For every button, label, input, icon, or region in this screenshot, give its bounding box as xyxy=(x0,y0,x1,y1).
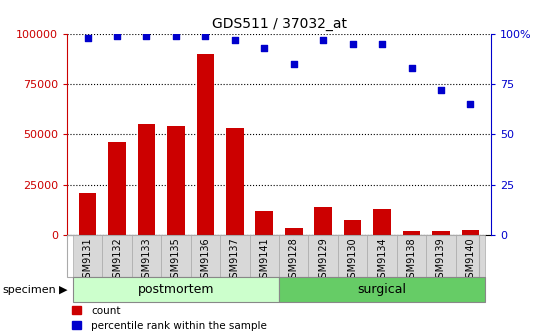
Text: GSM9139: GSM9139 xyxy=(436,237,446,284)
FancyBboxPatch shape xyxy=(426,235,456,277)
Bar xyxy=(226,128,244,235)
Text: GSM9141: GSM9141 xyxy=(259,237,270,284)
Title: GDS511 / 37032_at: GDS511 / 37032_at xyxy=(211,17,347,31)
Point xyxy=(378,41,387,46)
Text: GSM9130: GSM9130 xyxy=(348,237,358,284)
Bar xyxy=(256,211,273,235)
Text: GSM9128: GSM9128 xyxy=(288,237,299,284)
Point xyxy=(348,41,357,46)
FancyBboxPatch shape xyxy=(279,277,485,302)
Bar xyxy=(344,220,362,235)
FancyBboxPatch shape xyxy=(397,235,426,277)
FancyBboxPatch shape xyxy=(191,235,220,277)
Point xyxy=(201,33,210,38)
Text: GSM9140: GSM9140 xyxy=(465,237,475,284)
FancyBboxPatch shape xyxy=(279,235,309,277)
FancyBboxPatch shape xyxy=(220,235,249,277)
Text: GSM9129: GSM9129 xyxy=(318,237,328,284)
Legend: count, percentile rank within the sample: count, percentile rank within the sample xyxy=(72,305,267,331)
Text: GSM9137: GSM9137 xyxy=(230,237,240,284)
FancyBboxPatch shape xyxy=(132,235,161,277)
Text: GSM9134: GSM9134 xyxy=(377,237,387,284)
Point xyxy=(466,101,475,107)
Bar xyxy=(79,193,97,235)
Text: GSM9132: GSM9132 xyxy=(112,237,122,284)
Point xyxy=(113,33,122,38)
Point xyxy=(436,87,445,93)
Text: GSM9133: GSM9133 xyxy=(142,237,151,284)
FancyBboxPatch shape xyxy=(161,235,191,277)
Text: GSM9131: GSM9131 xyxy=(83,237,93,284)
FancyBboxPatch shape xyxy=(338,235,367,277)
Text: GSM9135: GSM9135 xyxy=(171,237,181,284)
Bar xyxy=(285,228,302,235)
Bar xyxy=(373,209,391,235)
FancyBboxPatch shape xyxy=(73,235,102,277)
Bar xyxy=(461,230,479,235)
FancyBboxPatch shape xyxy=(309,235,338,277)
Bar xyxy=(403,231,420,235)
Bar xyxy=(138,124,155,235)
FancyBboxPatch shape xyxy=(456,235,485,277)
Point xyxy=(319,37,328,42)
Point xyxy=(407,65,416,71)
Point xyxy=(171,33,180,38)
Bar xyxy=(108,142,126,235)
FancyBboxPatch shape xyxy=(367,235,397,277)
Point xyxy=(260,45,269,50)
Bar xyxy=(314,207,332,235)
Text: surgical: surgical xyxy=(358,283,407,296)
Point xyxy=(142,33,151,38)
Text: postmortem: postmortem xyxy=(138,283,214,296)
FancyBboxPatch shape xyxy=(73,277,279,302)
Bar xyxy=(432,231,450,235)
Text: GSM9136: GSM9136 xyxy=(200,237,210,284)
Text: specimen: specimen xyxy=(2,285,56,295)
Point xyxy=(289,61,298,67)
Bar xyxy=(196,54,214,235)
FancyBboxPatch shape xyxy=(102,235,132,277)
Text: ▶: ▶ xyxy=(59,285,67,295)
Point xyxy=(83,35,92,40)
Bar xyxy=(167,126,185,235)
Text: GSM9138: GSM9138 xyxy=(407,237,416,284)
FancyBboxPatch shape xyxy=(249,235,279,277)
Point xyxy=(230,37,239,42)
